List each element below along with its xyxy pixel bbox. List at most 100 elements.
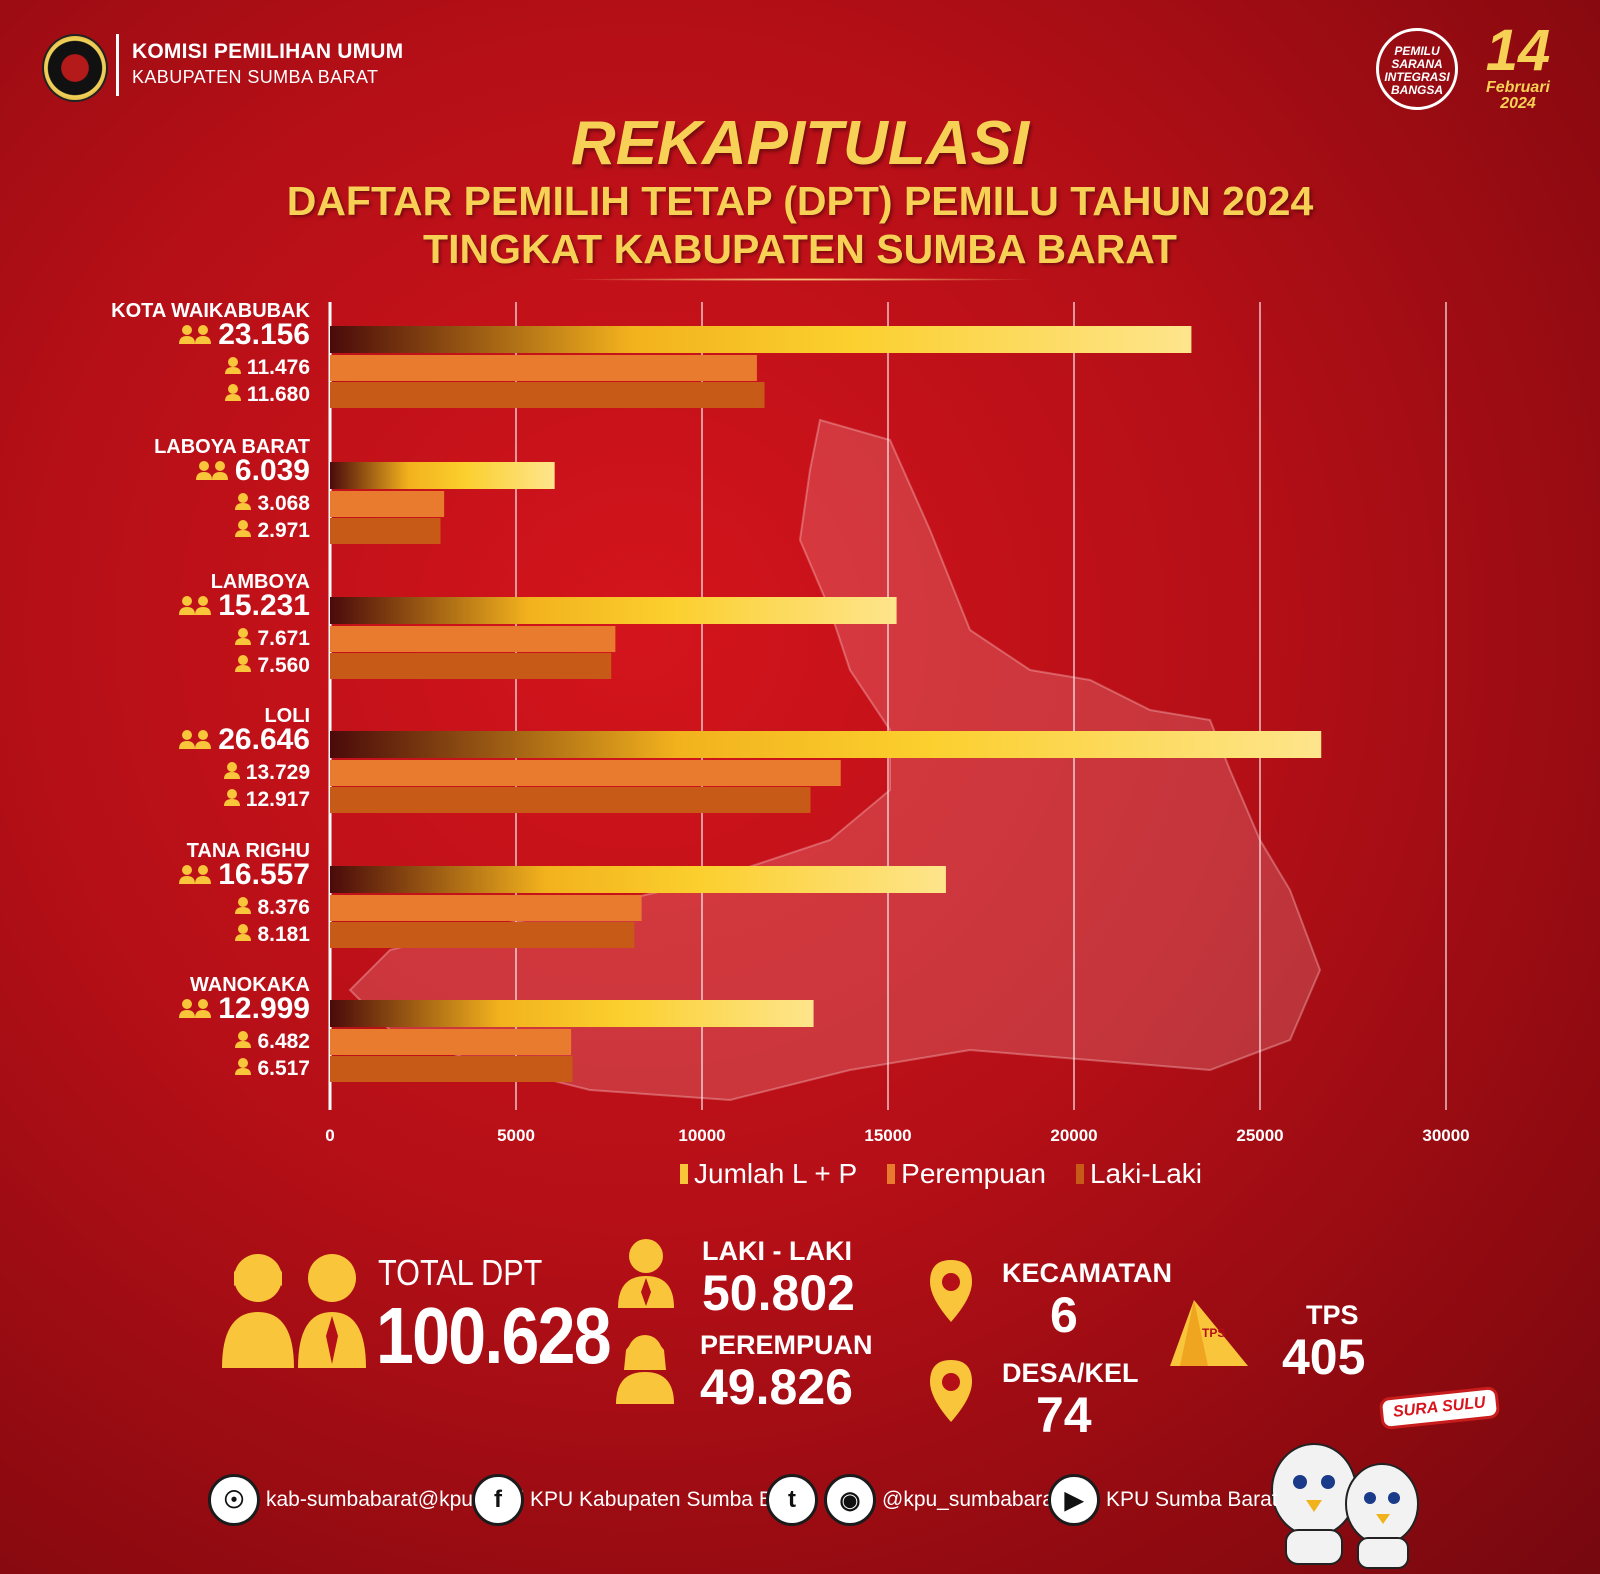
data-label-text: 16.557: [218, 858, 310, 891]
chart-grid: [328, 302, 1447, 1110]
data-label: 7.671: [235, 627, 310, 651]
twitter-icon: t: [766, 1474, 818, 1526]
date-month: Februari: [1485, 79, 1550, 96]
legend-label-perempuan: Perempuan: [901, 1158, 1046, 1189]
data-label-text: 7.560: [257, 654, 310, 677]
people-icon: [178, 318, 212, 352]
person-icon: [235, 1030, 252, 1054]
female-label: PEREMPUAN: [700, 1330, 873, 1360]
tent-icon: [1170, 1300, 1248, 1366]
data-label-text: 12.917: [245, 788, 310, 811]
data-label-text: 23.156: [218, 318, 310, 351]
facebook-text: KPU Kabupaten Sumba Barat: [530, 1488, 810, 1511]
kecamatan-value: 6: [1050, 1287, 1078, 1343]
person-icon: [235, 627, 252, 651]
kpu-logo: [42, 34, 108, 102]
legend-swatch-laki: [1075, 1164, 1084, 1184]
data-label-text: 15.231: [218, 589, 310, 622]
page-subtitle-2: TINGKAT KABUPATEN SUMBA BARAT: [423, 226, 1177, 272]
data-label-text: 7.671: [257, 627, 310, 650]
social-text: @kpu_sumbabarat: [882, 1488, 1060, 1511]
website-text: kab-sumbabarat@kpu.go.id: [266, 1488, 525, 1511]
person-icon: [235, 519, 252, 543]
election-date-badge: 14 Februari 2024: [1468, 22, 1568, 112]
title-glow: [560, 278, 1040, 281]
bar-laki-laki: [330, 922, 635, 948]
chart-bars: [330, 326, 1322, 1082]
people-icon: [178, 992, 212, 1026]
people-icon: [222, 1254, 366, 1368]
x-tick-label: 15000: [864, 1126, 912, 1145]
date-day: 14: [1485, 18, 1551, 83]
total-dpt-label: TOTAL DPT: [378, 1252, 543, 1293]
desa-label: DESA/KEL: [1002, 1358, 1139, 1388]
people-icon: [195, 454, 229, 488]
data-label: 11.680: [224, 383, 310, 407]
legend-item-laki: Laki-Laki: [1075, 1158, 1202, 1190]
footer-social[interactable]: t ◉ @kpu_sumbabarat: [766, 1474, 1060, 1526]
data-label: 6.039: [195, 454, 310, 488]
bar-total: [330, 1000, 814, 1027]
data-label: 16.557: [178, 858, 310, 892]
globe-icon: ☉: [208, 1474, 260, 1526]
bar-total: [330, 866, 946, 893]
category-label: KOTA WAIKABUBAK: [111, 300, 310, 322]
people-icon: [178, 858, 212, 892]
legend-label-laki: Laki-Laki: [1089, 1158, 1202, 1189]
female-person-icon: [616, 1335, 674, 1404]
facebook-icon: f: [472, 1474, 524, 1526]
category-label: WANOKAKA: [190, 974, 310, 996]
data-label: 7.560: [235, 654, 310, 678]
x-tick-label: 30000: [1422, 1126, 1470, 1145]
person-icon: [235, 923, 252, 947]
data-label: 13.729: [223, 761, 310, 785]
data-label-text: 6.039: [234, 454, 310, 487]
data-label: 15.231: [178, 589, 310, 623]
bar-laki-laki: [330, 382, 765, 408]
data-label: 12.917: [223, 788, 310, 812]
data-label-text: 3.068: [257, 492, 310, 515]
tps-value: 405: [1282, 1329, 1366, 1385]
category-label: LOLI: [264, 705, 310, 727]
data-label: 8.181: [235, 923, 310, 947]
instagram-icon: ◉: [824, 1474, 876, 1526]
x-tick-label: 10000: [678, 1126, 726, 1145]
person-icon: [223, 761, 240, 785]
footer-facebook[interactable]: f KPU Kabupaten Sumba Barat: [472, 1474, 809, 1526]
data-label: 12.999: [178, 992, 310, 1026]
data-label-text: 8.181: [257, 923, 310, 946]
x-tick-label: 20000: [1050, 1126, 1098, 1145]
location-pin-icon: [930, 1260, 972, 1322]
male-value: 50.802: [702, 1265, 855, 1321]
bar-perempuan: [330, 760, 841, 786]
legend-swatch-perempuan: [887, 1164, 896, 1184]
footer-website[interactable]: ☉ kab-sumbabarat@kpu.go.id: [208, 1474, 524, 1526]
bar-laki-laki: [330, 653, 612, 679]
data-label-text: 26.646: [218, 723, 310, 756]
data-label-text: 11.476: [246, 356, 310, 379]
bar-total: [330, 597, 897, 624]
data-label-text: 6.517: [257, 1057, 310, 1080]
footer-youtube[interactable]: ▶ KPU Sumba Barat: [1048, 1474, 1278, 1526]
bar-perempuan: [330, 355, 757, 381]
x-tick-label: 5000: [497, 1126, 535, 1145]
data-label: 6.482: [235, 1030, 310, 1054]
chart-legend: Jumlah L + P Perempuan Laki-Laki: [680, 1158, 1202, 1190]
female-value: 49.826: [700, 1359, 853, 1415]
bar-laki-laki: [330, 518, 441, 544]
bar-perempuan: [330, 895, 642, 921]
tent-label: TPS: [1202, 1326, 1226, 1340]
page-subtitle-1: DAFTAR PEMILIH TETAP (DPT) PEMILU TAHUN …: [286, 178, 1314, 224]
bar-total: [330, 326, 1192, 353]
legend-item-perempuan: Perempuan: [887, 1158, 1046, 1190]
kecamatan-label: KECAMATAN: [1002, 1258, 1172, 1288]
person-icon: [235, 492, 252, 516]
data-label: 11.476: [224, 356, 310, 380]
desa-value: 74: [1036, 1387, 1092, 1443]
category-label: TANA RIGHU: [186, 840, 310, 862]
data-label: 2.971: [235, 519, 310, 543]
data-label: 23.156: [178, 318, 310, 352]
category-label: LABOYA BARAT: [154, 436, 310, 458]
bar-laki-laki: [330, 1056, 573, 1082]
person-icon: [235, 654, 252, 678]
